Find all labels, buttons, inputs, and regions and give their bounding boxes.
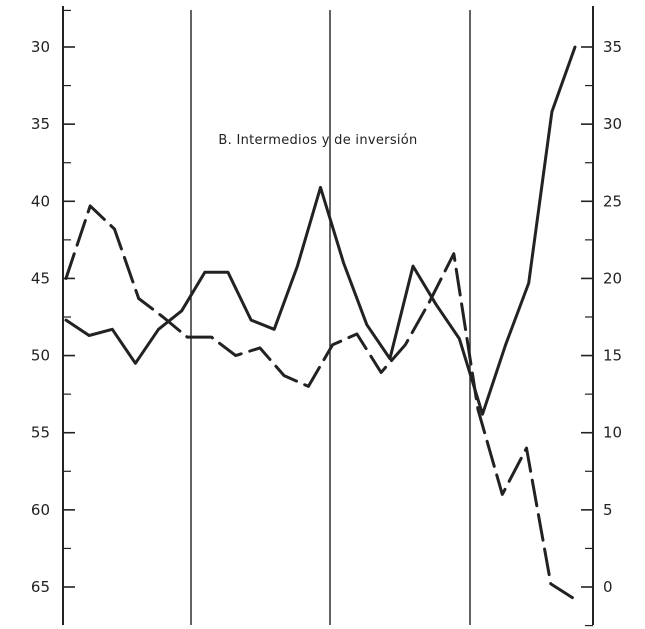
right-tick-label: 25 [603, 192, 622, 210]
left-tick-label: 45 [31, 269, 50, 287]
series-line-solid [64, 45, 577, 416]
left-tick-label: 40 [31, 192, 50, 210]
right-tick-label: 15 [603, 347, 622, 365]
chart-title: B. Intermedios y de inversión [218, 133, 417, 148]
right-tick-label: 20 [603, 269, 622, 287]
period-dividers [190, 10, 471, 625]
left-tick-label: 55 [31, 424, 50, 442]
right-tick-label: 35 [603, 38, 622, 56]
chart-frame [62, 6, 594, 625]
right-axis: 0 5 10 15 20 25 30 35 [581, 38, 622, 627]
series-line-dashed [64, 204, 577, 601]
left-tick-label: 65 [31, 578, 50, 596]
left-tick-label: 50 [31, 347, 50, 365]
right-tick-label: 5 [603, 501, 613, 519]
left-tick-label: 60 [31, 501, 50, 519]
left-tick-label: 35 [31, 115, 50, 133]
right-tick-label: 10 [603, 424, 622, 442]
right-tick-label: 0 [603, 578, 613, 596]
series-lines [64, 45, 577, 601]
left-tick-label: 30 [31, 38, 50, 56]
right-tick-label: 30 [603, 115, 622, 133]
left-axis: 30 35 40 45 50 55 60 65 [31, 9, 75, 596]
